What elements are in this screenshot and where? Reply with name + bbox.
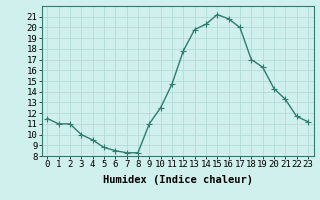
X-axis label: Humidex (Indice chaleur): Humidex (Indice chaleur) xyxy=(103,175,252,185)
